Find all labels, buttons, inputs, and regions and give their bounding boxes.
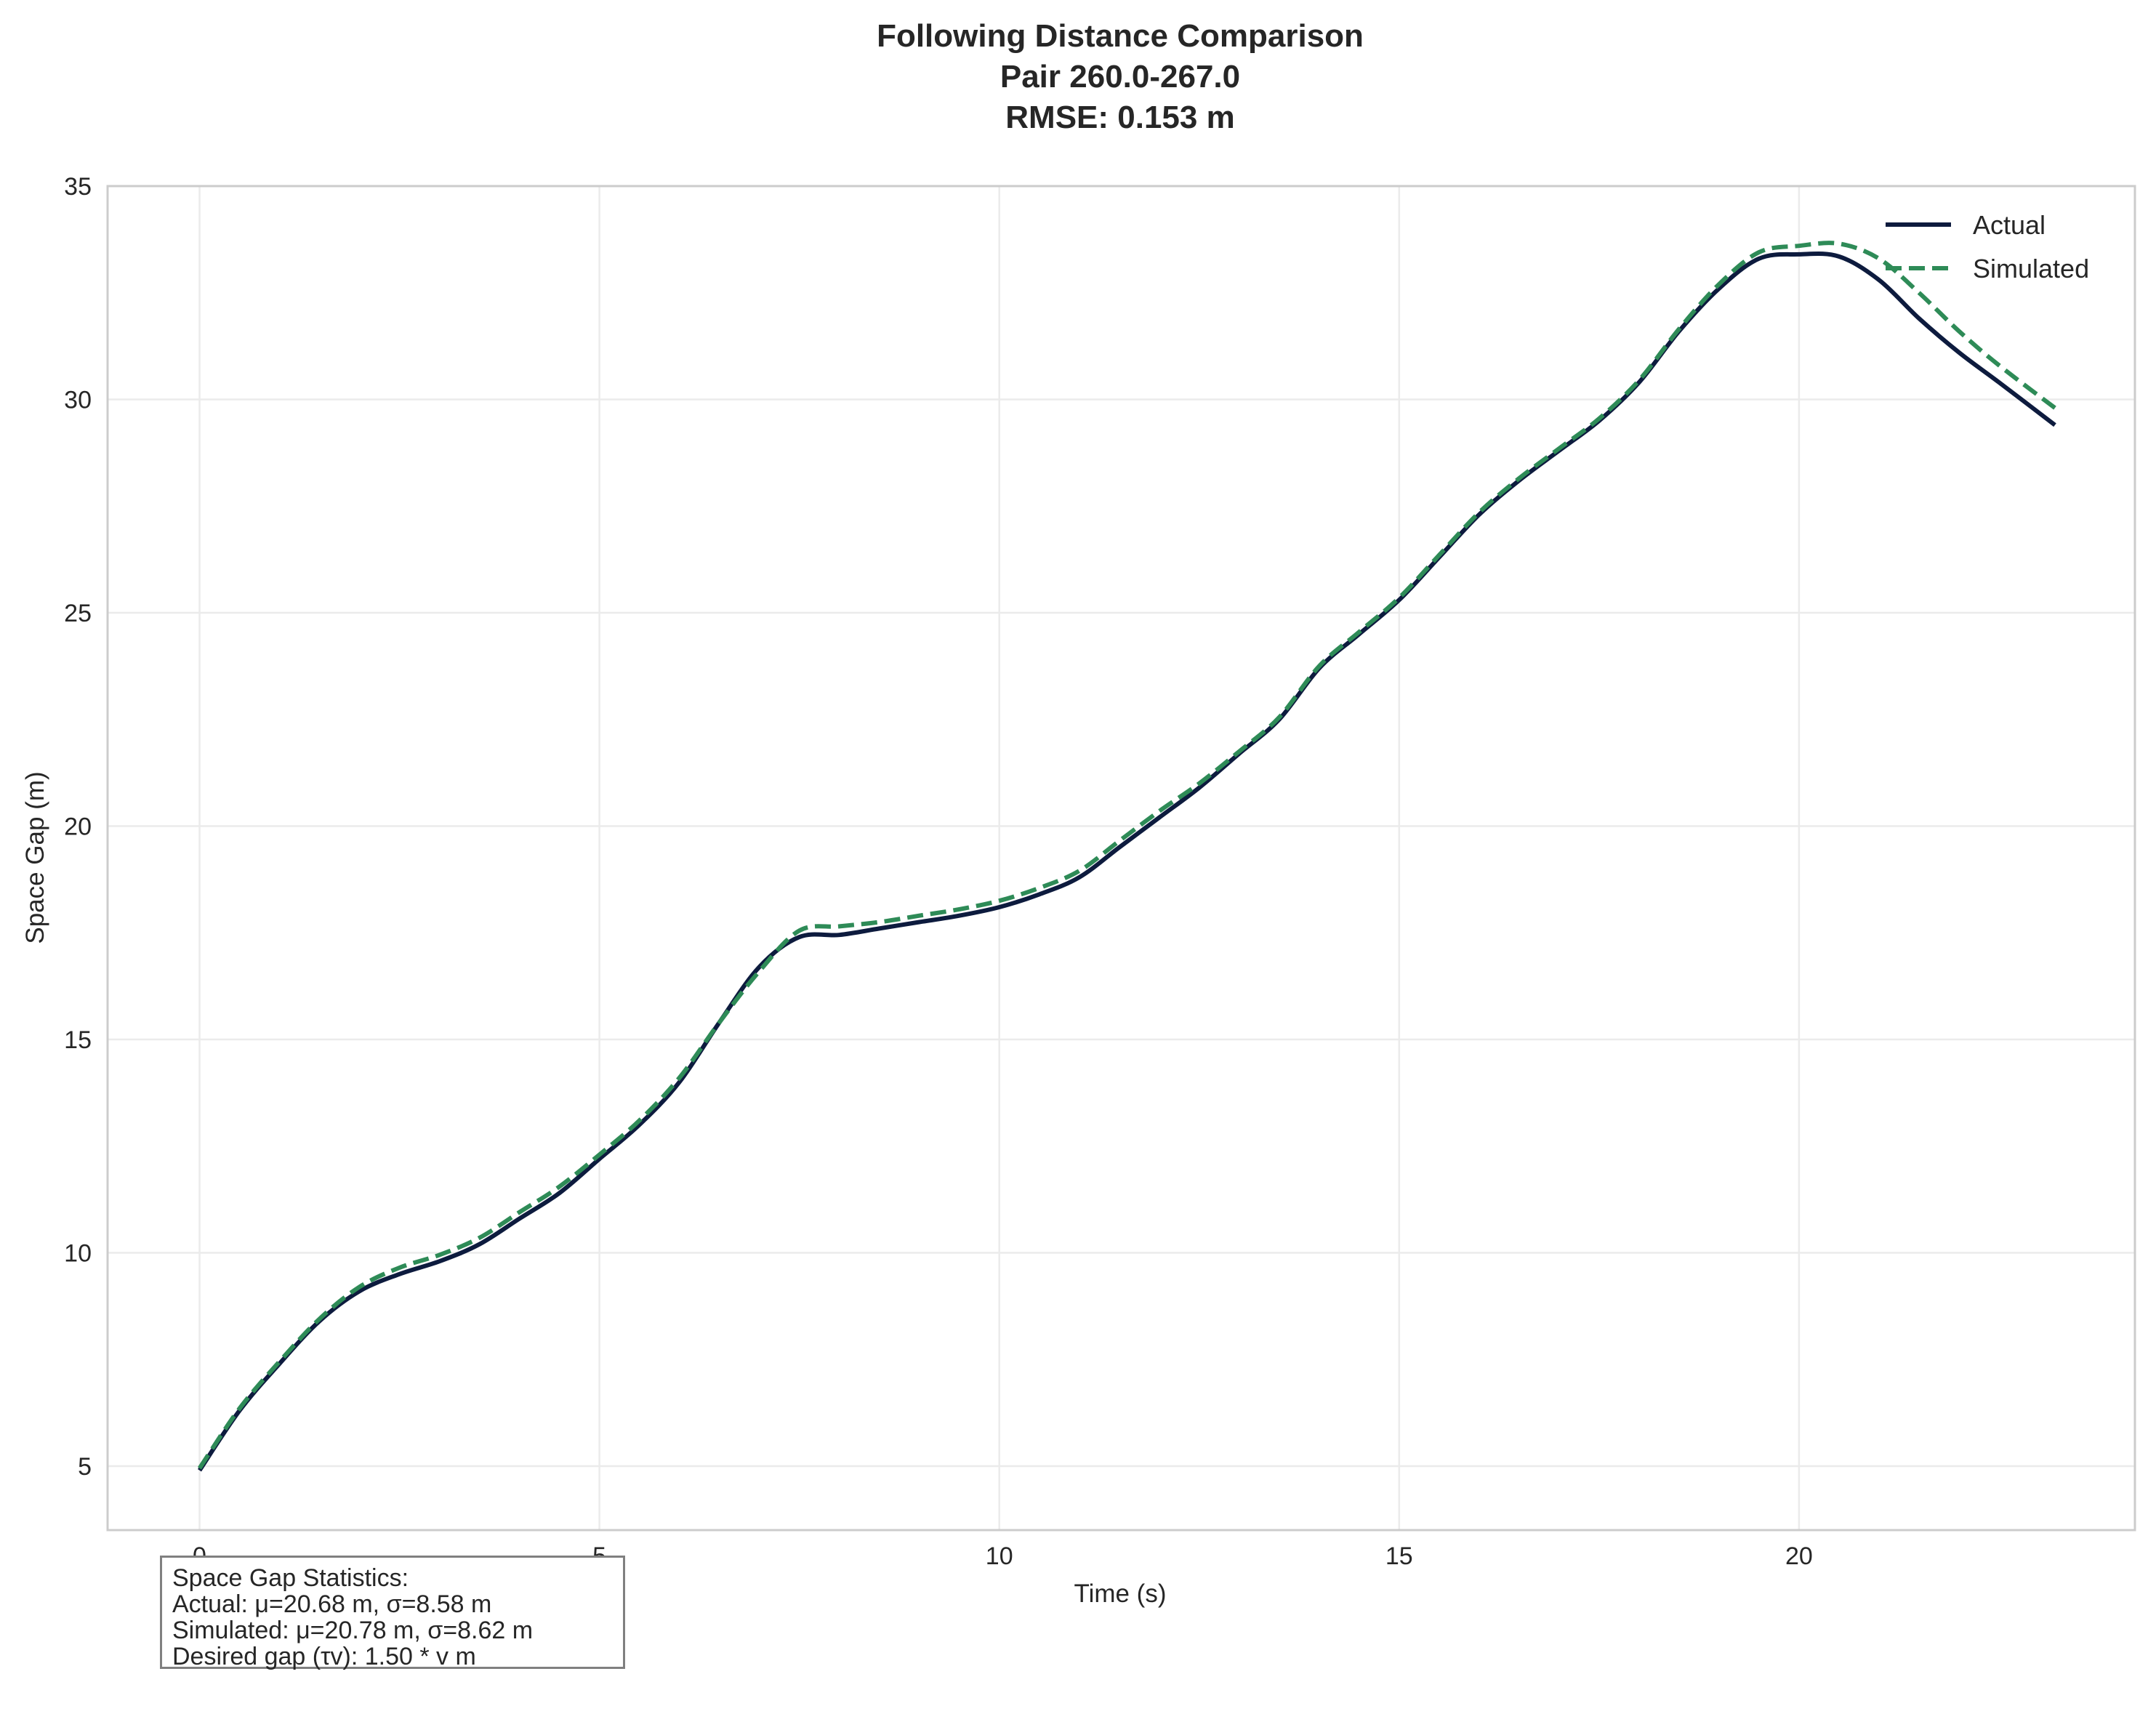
plot-area [106, 185, 2136, 1532]
grid [108, 185, 2135, 1530]
x-tick-label: 15 [1385, 1542, 1413, 1570]
chart-title-line: Following Distance Comparison [877, 18, 1364, 54]
chart-subtitle-line: Pair 260.0-267.0 [1000, 59, 1240, 94]
y-tick-label: 15 [64, 1026, 92, 1054]
y-tick-label: 30 [64, 386, 92, 414]
legend-label-actual: Actual [1973, 210, 2046, 240]
stats-desired-gap: Desired gap (τv): 1.50 * v m [172, 1643, 476, 1670]
x-axis-label: Time (s) [1074, 1580, 1166, 1608]
y-tick-label: 5 [78, 1453, 92, 1481]
chart-rmse-line: RMSE: 0.153 m [1005, 100, 1234, 135]
legend-label-simulated: Simulated [1973, 254, 2089, 283]
series-line-actual [198, 252, 2056, 1472]
x-tick-label: 20 [1785, 1542, 1813, 1570]
stats-box: Space Gap Statistics: Actual: μ=20.68 m,… [160, 1556, 625, 1670]
tick-labels: 051015205101520253035 [64, 173, 1813, 1570]
y-tick-label: 25 [64, 600, 92, 627]
chart-title: Following Distance Comparison Pair 260.0… [877, 18, 1364, 135]
series-lines [198, 241, 2056, 1472]
y-tick-label: 20 [64, 813, 92, 840]
series-line-simulated [198, 241, 2056, 1470]
stats-simulated: Simulated: μ=20.78 m, σ=8.62 m [172, 1617, 534, 1644]
stats-actual: Actual: μ=20.68 m, σ=8.58 m [172, 1590, 492, 1618]
y-tick-label: 35 [64, 173, 92, 201]
stats-heading: Space Gap Statistics: [172, 1564, 409, 1592]
legend: Actual Simulated [1886, 210, 2089, 283]
x-tick-label: 10 [986, 1542, 1013, 1570]
y-axis-label: Space Gap (m) [21, 771, 49, 943]
y-tick-label: 10 [64, 1239, 92, 1267]
